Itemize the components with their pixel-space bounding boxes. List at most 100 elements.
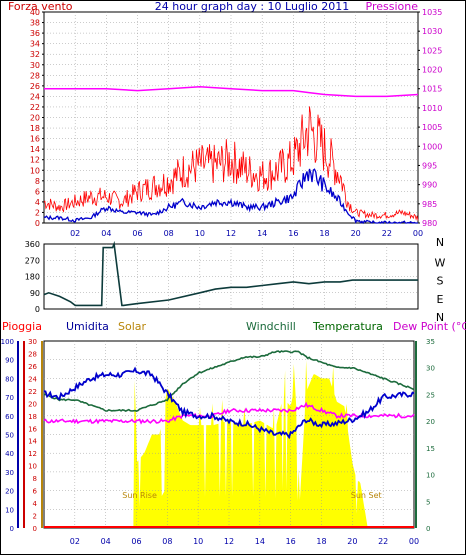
time-tick-label: 06 — [131, 537, 141, 546]
pressure-tick-label: 1015 — [422, 85, 442, 94]
legend-label-4: Temperatura — [312, 320, 383, 333]
sun-rise-label: Sun Rise — [122, 491, 157, 500]
time-tick-label: 16 — [288, 229, 298, 238]
temperature-tick-label: 10 — [426, 472, 435, 480]
wind-speed-tick-label: 34 — [30, 40, 40, 49]
pressure-tick-label: 1025 — [422, 46, 442, 55]
pressure-line — [44, 86, 419, 98]
time-tick-label: 06 — [132, 229, 142, 238]
wind-speed-tick-label: 4 — [35, 198, 40, 207]
wind-speed-tick-label: 12 — [30, 156, 40, 165]
time-tick-label: 20 — [347, 537, 357, 546]
solar-area-fill — [133, 360, 368, 528]
wind-time-ticks: 02 04 06 08 10 12 14 16 18 20 22 00 — [70, 229, 423, 238]
time-tick-label: 10 — [193, 537, 203, 546]
temperature-tick-label: 15 — [426, 445, 435, 453]
temperature-tick-label: 25 — [426, 391, 435, 399]
time-tick-label: 16 — [286, 537, 296, 546]
temperature-tick-label: 30 — [426, 365, 435, 373]
wind-speed-tick-label: 14 — [30, 145, 40, 154]
pressure-tick-label: 995 — [422, 161, 437, 170]
pressure-tick-label: 990 — [422, 181, 437, 190]
pressure-tick-label: 1000 — [422, 142, 442, 151]
time-tick-label: 04 — [101, 229, 111, 238]
pressure-tick-label: 1035 — [422, 8, 442, 17]
rain-tick-label: 6 — [33, 488, 38, 496]
legend-label-3: Windchill — [246, 320, 296, 333]
wind-speed-tick-label: 32 — [30, 50, 40, 59]
time-tick-label: 08 — [164, 229, 174, 238]
legend-label-2: Solar — [118, 320, 147, 333]
humidity-tick-label: 0 — [10, 525, 14, 533]
direction-degree-label: 270 — [25, 256, 40, 265]
compass-label: N — [436, 236, 444, 249]
rain-tick-label: 8 — [33, 475, 37, 483]
pressure-tick-label: 980 — [422, 219, 437, 228]
wind-average-line — [43, 168, 418, 225]
rain-tick-label: 14 — [28, 438, 37, 446]
rain-tick-label: 10 — [28, 463, 37, 471]
time-tick-label: 20 — [351, 229, 361, 238]
weather-series — [43, 350, 415, 528]
time-tick-label: 12 — [224, 537, 234, 546]
wind-speed-tick-label: 22 — [30, 103, 40, 112]
time-tick-label: 18 — [319, 229, 329, 238]
wind-speed-tick-label: 38 — [30, 19, 40, 28]
time-tick-label: 14 — [257, 229, 267, 238]
direction-degree-label: 90 — [30, 289, 40, 298]
time-tick-label: 18 — [316, 537, 326, 546]
wind-speed-tick-label: 26 — [30, 82, 40, 91]
humidity-tick-label: 20 — [5, 488, 14, 496]
rain-tick-label: 0 — [33, 525, 37, 533]
wind-direction-line — [43, 240, 418, 307]
humidity-tick-label: 80 — [5, 375, 14, 383]
pressure-label: Pressione — [366, 0, 419, 13]
compass-label: S — [437, 275, 444, 288]
temperature-tick-label: 0 — [426, 525, 430, 533]
wind-speed-label: Forza vento — [8, 0, 73, 13]
wind-speed-tick-label: 10 — [30, 166, 40, 175]
wind-speed-tick-label: 24 — [30, 92, 40, 101]
time-tick-label: 14 — [255, 537, 265, 546]
time-tick-label: 00 — [409, 537, 419, 546]
humidity-tick-label: 30 — [5, 469, 14, 477]
humidity-tick-label: 40 — [5, 450, 14, 458]
wind-direction-series — [43, 240, 418, 307]
time-tick-label: 10 — [195, 229, 205, 238]
wind-direction-grid — [44, 244, 418, 309]
humidity-tick-label: 70 — [5, 394, 14, 402]
rain-tick-label: 24 — [28, 375, 37, 383]
wind-speed-tick-label: 40 — [30, 8, 40, 17]
time-tick-label: 12 — [226, 229, 236, 238]
time-tick-label: 04 — [101, 537, 111, 546]
pressure-tick-label: 1005 — [422, 123, 442, 132]
time-tick-label: 08 — [162, 537, 172, 546]
wind-speed-tick-label: 30 — [30, 61, 40, 70]
wind-speed-tick-label: 36 — [30, 29, 40, 38]
temperature-tick-label: 35 — [426, 338, 435, 346]
wind-speed-tick-label: 16 — [30, 135, 40, 144]
pressure-tick-label: 1020 — [422, 66, 442, 75]
humidity-tick-label: 10 — [5, 506, 14, 514]
time-tick-label: 02 — [70, 537, 80, 546]
rain-tick-label: 26 — [28, 363, 37, 371]
humidity-line — [43, 366, 415, 440]
pressure-tick-label: 985 — [422, 200, 437, 209]
direction-degree-label: 0 — [35, 305, 40, 314]
weather-time-ticks: 02 04 06 08 10 12 14 16 18 20 22 00 — [70, 537, 419, 546]
legend-label-0: Pioggia — [2, 320, 42, 333]
humidity-tick-label: 50 — [5, 432, 14, 440]
rain-tick-label: 28 — [28, 350, 37, 358]
legend-label-5: Dew Point (°C) — [393, 320, 466, 333]
pressure-ticks: 980 985 990 995 1000 1005 1010 1015 1020 1025 1030… — [418, 8, 442, 228]
pressure-tick-label: 1030 — [422, 27, 442, 36]
weather-panel: 0102030405060708090100024681012141618202… — [1, 338, 435, 546]
rain-tick-label: 30 — [28, 338, 37, 346]
rain-tick-label: 18 — [28, 413, 37, 421]
rain-tick-label: 20 — [28, 400, 37, 408]
